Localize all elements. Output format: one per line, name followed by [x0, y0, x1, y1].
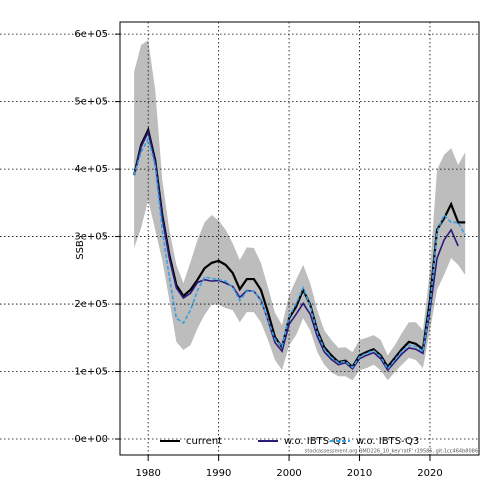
- x-tick-label: 2010: [347, 468, 372, 479]
- x-tick-label: 1990: [206, 468, 231, 479]
- y-tick-label: 2e+05: [74, 299, 108, 310]
- y-tick-label: 6e+05: [74, 29, 108, 40]
- y-axis-label: SSB: [75, 240, 86, 260]
- series-line: [133, 136, 466, 371]
- y-tick-label: 5e+05: [74, 97, 108, 108]
- legend-label: current: [186, 436, 222, 447]
- series-line: [133, 126, 466, 369]
- plot-frame: [119, 21, 480, 456]
- confidence-band: [134, 40, 466, 381]
- legend-label: w.o. IBTS-Q1: [284, 436, 347, 447]
- y-tick-label: 1e+05: [74, 367, 108, 378]
- series-line: [133, 129, 459, 372]
- y-tick-label: 0e+00: [74, 434, 108, 445]
- y-tick-label: 4e+05: [74, 164, 108, 175]
- y-tick-label: 3e+05: [74, 232, 108, 243]
- x-tick-label: 2020: [417, 468, 442, 479]
- x-tick-label: 1980: [135, 468, 160, 479]
- legend-label: w.o. IBTS-Q3: [356, 436, 419, 447]
- footnote: stockassessment.org BMD226_10_key'ratF' …: [305, 449, 478, 455]
- x-tick-label: 2000: [276, 468, 301, 479]
